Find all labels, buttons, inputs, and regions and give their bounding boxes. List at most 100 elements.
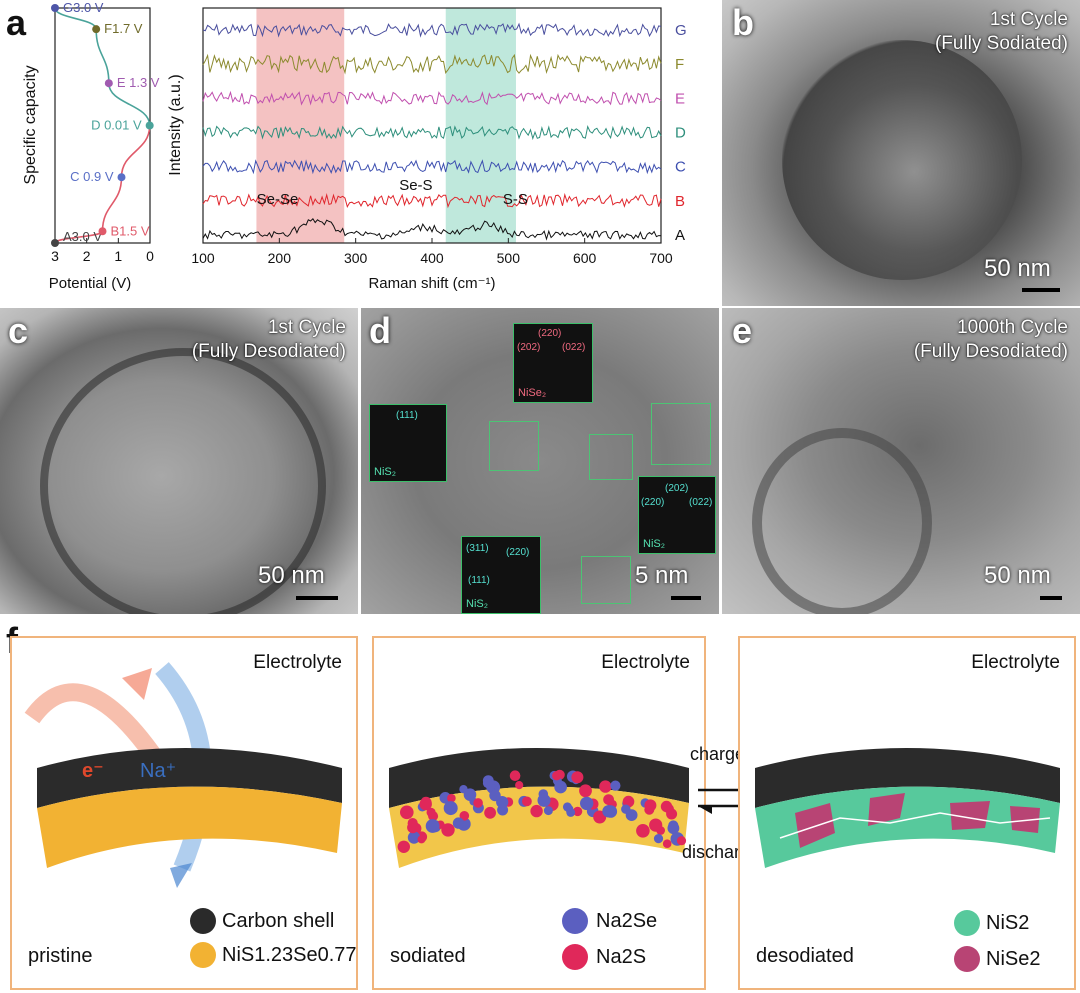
- scale-bar-c: [296, 596, 338, 600]
- particle-dot: [447, 793, 456, 803]
- particle-dot: [537, 793, 551, 807]
- panel-label-b: b: [732, 2, 754, 43]
- legend-nis2-label: NiS2: [986, 912, 1030, 934]
- particle-dot: [636, 824, 650, 838]
- gcd-ylabel: Specific capacity: [22, 65, 39, 184]
- particle-cycled: [752, 428, 932, 614]
- raman-ylabel: Intensity (a.u.): [167, 74, 184, 175]
- scale-bar-e: [1040, 596, 1062, 600]
- roi-box-4: [581, 556, 631, 604]
- gcd-point-label: D 0.01 V: [91, 118, 142, 133]
- particle-dot: [417, 835, 426, 844]
- particle-dot: [419, 800, 430, 810]
- fft-inset-nis2-1: (111) NiS₂: [369, 404, 447, 482]
- particle-dot: [599, 780, 612, 793]
- gcd-point: [51, 4, 59, 12]
- legend-nisse-dot: [190, 942, 216, 968]
- particle-dot: [484, 806, 496, 819]
- particle-sodiated: [782, 40, 1022, 280]
- carbon-shell-layer: [755, 748, 1060, 808]
- raman-tick-label: 700: [649, 250, 673, 266]
- raman-tick-label: 100: [191, 250, 215, 266]
- sodium-label: Na⁺: [140, 760, 177, 782]
- particle-dot: [603, 794, 614, 805]
- panel-a-charts: 3 2 1 0 A3.0 V B1.5 V C 0.9 V D 0.01 V E 1.3 V F…: [22, 0, 687, 292]
- raman-series-label: B: [675, 193, 685, 210]
- raman-series-line: [202, 192, 662, 209]
- particle-dot: [622, 795, 635, 808]
- gcd-point: [104, 79, 113, 88]
- raman-series-line: [202, 218, 662, 241]
- particle-dot: [425, 819, 440, 833]
- legend-nise2-label: NiSe2: [986, 948, 1041, 970]
- panel-label-d: d: [369, 310, 391, 351]
- scale-label-b: 50 nm: [984, 255, 1051, 282]
- gcd-point: [98, 227, 107, 236]
- particle-dot: [459, 785, 468, 794]
- sodiated-illustration: [389, 748, 689, 868]
- raman-series-label: E: [675, 90, 685, 107]
- panel-label-e: e: [732, 310, 753, 351]
- caption-c: 1st Cycle (Fully Desodiated): [191, 317, 346, 362]
- gcd-discharge-curve: [54, 125, 151, 244]
- gcd-tick-label: 1: [114, 248, 122, 264]
- particle-dot: [441, 823, 455, 837]
- carbon-shell-layer: [389, 748, 689, 808]
- gcd-tick-label: 3: [51, 248, 59, 264]
- particle-dot: [580, 796, 594, 811]
- particle-desodiated: [40, 348, 326, 614]
- particle-dot: [660, 800, 673, 813]
- scale-bar-b: [1022, 288, 1060, 292]
- particle-dot: [653, 834, 664, 844]
- roi-box-1: [489, 421, 539, 471]
- raman-annotation: Se-S: [399, 177, 432, 194]
- raman-annotations: Se-Se Se-S S-S: [257, 177, 528, 208]
- particle-dot: [452, 817, 465, 829]
- scale-bar-d: [671, 596, 701, 600]
- gcd-point-label: E 1.3 V: [117, 75, 160, 90]
- fft-inset-nis2-3: (311) (220) (111) NiS₂: [461, 536, 541, 614]
- raman-series-line: [202, 90, 662, 106]
- hrtem-image-d: d (220) (202) (022) NiSe₂ (111) NiS₂ (20…: [361, 308, 719, 614]
- legend-nise2-dot: [954, 946, 980, 972]
- legend-na2s-dot: [562, 944, 588, 970]
- particle-dot: [400, 805, 414, 820]
- particle-dot: [572, 806, 583, 817]
- scale-label-d: 5 nm: [635, 562, 689, 589]
- electron-label: e⁻: [82, 760, 104, 782]
- particle-dot: [644, 804, 655, 815]
- tem-image-b: b 1st Cycle (Fully Sodiated) 50 nm: [722, 0, 1080, 306]
- electrolyte-label-2: Electrolyte: [601, 652, 690, 673]
- caption-e: 1000th Cycle (Fully Desodiated): [913, 317, 1068, 362]
- legend-na2se-label: Na2Se: [596, 910, 658, 932]
- gcd-point-label: F1.7 V: [104, 21, 143, 36]
- scheme-pristine: Electrolyte e⁻ Na⁺ Carbon shell NiS1.23S…: [10, 636, 358, 990]
- tem-image-c: c 1st Cycle (Fully Desodiated) 50 nm: [0, 308, 358, 614]
- particle-dot: [554, 780, 567, 794]
- gcd-point: [145, 121, 154, 130]
- particle-dot: [515, 781, 524, 790]
- particle-dot: [509, 770, 521, 781]
- raman-tick-label: 200: [268, 250, 292, 266]
- raman-series-line: [202, 159, 662, 175]
- particle-dot: [562, 802, 572, 812]
- roi-box-3: [651, 403, 711, 465]
- particle-dot: [459, 811, 470, 821]
- raman-series-label: A: [675, 227, 685, 244]
- desodiated-illustration: [755, 748, 1060, 868]
- carbon-shell-layer: [37, 748, 342, 808]
- raman-xlabel: Raman shift (cm⁻¹): [368, 275, 495, 292]
- particle-dot: [621, 804, 631, 814]
- legend-carbon-label: Carbon shell: [222, 910, 335, 932]
- legend-nisse-label: NiS1.23Se0.77: [222, 944, 357, 966]
- raman-series-line: [202, 125, 662, 141]
- nisse-layer: [37, 786, 342, 868]
- gcd-point: [92, 25, 101, 34]
- legend-na2s-label: Na2S: [596, 946, 647, 968]
- state-pristine: pristine: [28, 945, 93, 967]
- particle-dot: [662, 839, 672, 848]
- particle-dot: [676, 836, 687, 846]
- particle-dot: [552, 771, 562, 781]
- raman-series-line: [202, 22, 662, 38]
